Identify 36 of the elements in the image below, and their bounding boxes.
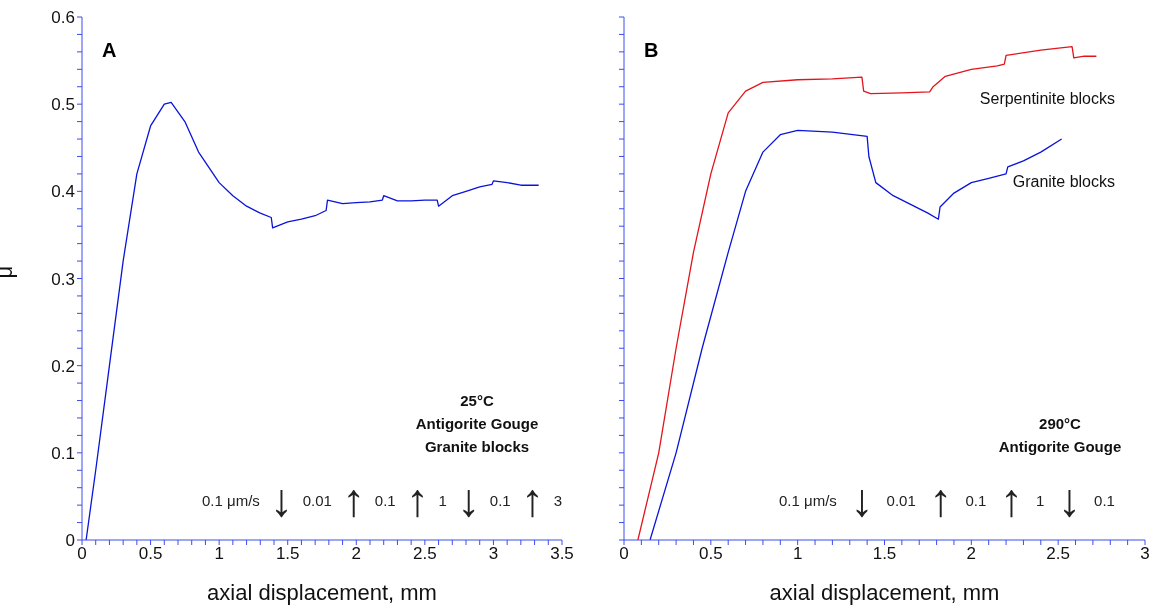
text: B	[644, 39, 659, 62]
x-tick-label: 1.5	[872, 544, 897, 564]
x-tick-label: 2	[351, 544, 362, 564]
y-tick-label: 0.4	[51, 182, 75, 202]
text: A	[102, 39, 117, 62]
x-tick-label: 1.5	[275, 544, 300, 564]
x-tick-label: 1	[792, 544, 803, 564]
series-label: Granite blocks	[1012, 172, 1115, 191]
x-tick-label: 3.5	[550, 544, 574, 564]
y-tick-label: 0.2	[51, 356, 75, 376]
x-tick-label: 3	[1140, 544, 1150, 564]
line-series	[85, 101, 540, 540]
y-tick-label: 0.3	[51, 269, 75, 289]
annotation: 25°C	[459, 391, 495, 411]
x-tick-label: 2	[966, 544, 977, 564]
x-tick-label: 0.5	[138, 544, 163, 564]
annotation: Antigorite Gouge	[997, 437, 1123, 457]
y-tick-label: 0.6	[51, 8, 75, 28]
series-label: Serpentinite blocks	[979, 89, 1115, 108]
y-axis-title: μ	[0, 265, 17, 279]
y-tick-label: 0	[65, 531, 75, 551]
x-axis-title: axial displacement, mm	[769, 580, 1000, 605]
annotation: Antigorite Gouge	[414, 414, 540, 434]
text: 0.1 μm/s ↓ 0.01 ↑ 0.1 ↑ 1 ↓ 0.1	[779, 474, 1115, 526]
x-tick-label: 3	[488, 544, 499, 564]
y-tick-label: 0.5	[51, 95, 75, 115]
annotation: Granite blocks	[423, 437, 531, 457]
x-tick-label: 2.5	[413, 544, 437, 564]
x-axis-title: axial displacement, mm	[207, 580, 437, 605]
x-tick-label: 0.5	[699, 544, 723, 564]
x-tick-label: 1	[214, 544, 224, 564]
x-tick-label: 0	[619, 544, 629, 564]
annotation: 290°C	[1038, 414, 1082, 434]
text: 0.1 μm/s ↓ 0.01 ↑ 0.1 ↑ 1 ↓ 0.1 ↑ 3	[202, 474, 562, 526]
x-tick-label: 2.5	[1046, 544, 1070, 564]
y-tick-label: 0.1	[51, 443, 75, 463]
